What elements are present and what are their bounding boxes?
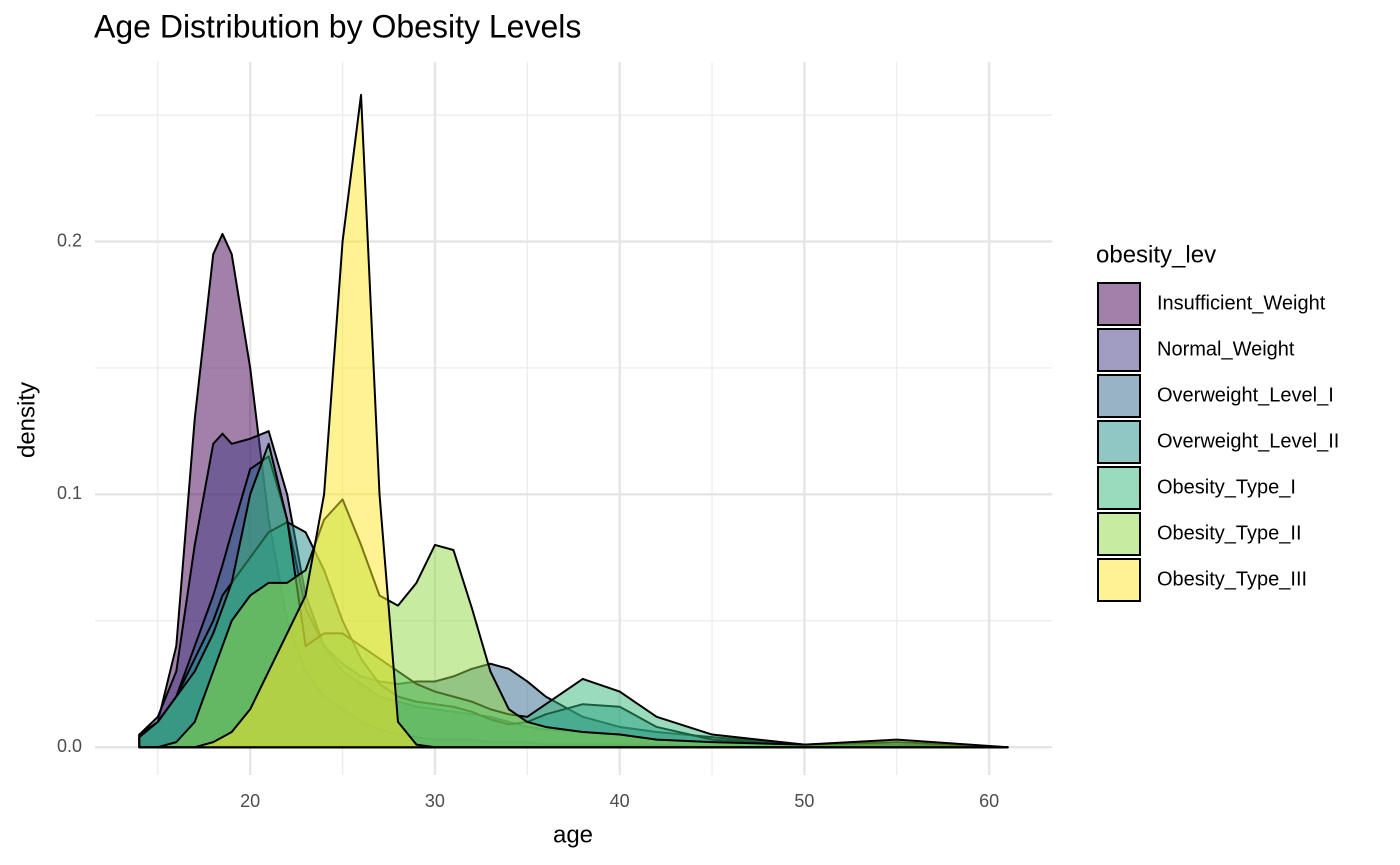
x-tick-label: 40 bbox=[610, 791, 630, 811]
legend-label: Insufficient_Weight bbox=[1157, 292, 1326, 314]
legend-swatch bbox=[1097, 466, 1141, 510]
y-tick-label: 0.2 bbox=[57, 230, 82, 250]
x-axis-label: age bbox=[553, 821, 593, 848]
legend-title: obesity_lev bbox=[1096, 241, 1216, 268]
x-tick-label: 20 bbox=[240, 791, 260, 811]
legend-swatch bbox=[1097, 512, 1141, 556]
legend-swatch bbox=[1097, 558, 1141, 602]
x-tick-label: 30 bbox=[425, 791, 445, 811]
y-axis-label: density bbox=[13, 382, 40, 458]
legend-label: Normal_Weight bbox=[1157, 338, 1295, 360]
legend-swatch bbox=[1097, 282, 1141, 326]
x-tick-label: 50 bbox=[794, 791, 814, 811]
legend-label: Overweight_Level_II bbox=[1157, 430, 1339, 452]
legend-swatch bbox=[1097, 420, 1141, 464]
legend-label: Overweight_Level_I bbox=[1157, 384, 1334, 406]
legend-swatch bbox=[1097, 374, 1141, 418]
legend-label: Obesity_Type_II bbox=[1157, 522, 1302, 544]
density-area bbox=[138, 93, 1009, 749]
legend-label: Obesity_Type_I bbox=[1157, 476, 1296, 498]
legend-label: Obesity_Type_III bbox=[1157, 568, 1307, 590]
x-tick-label: 60 bbox=[979, 791, 999, 811]
y-tick-label: 0.1 bbox=[57, 483, 82, 503]
chart-title: Age Distribution by Obesity Levels bbox=[94, 8, 581, 44]
y-tick-label: 0.0 bbox=[57, 736, 82, 756]
legend-swatch bbox=[1097, 328, 1141, 372]
